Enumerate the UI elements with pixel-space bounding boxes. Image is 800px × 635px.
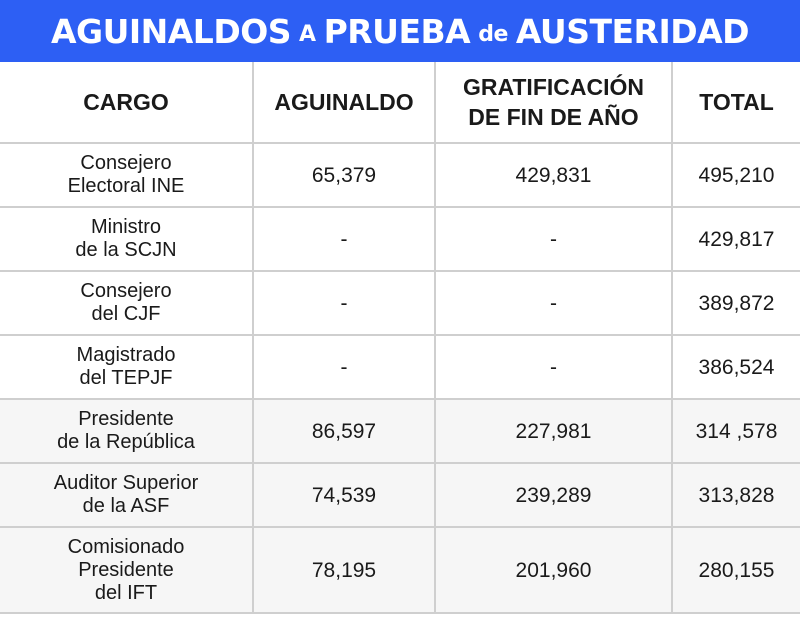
title-word: AUSTERIDAD [515, 11, 750, 51]
table-row: Ministro de la SCJN - -429,817 [0, 206, 800, 272]
cell-aguinaldo: 74,539 [252, 462, 436, 528]
cell-aguinaldo: 65,379 [252, 142, 436, 208]
table-row: Consejero del CJF - -389,872 [0, 270, 800, 336]
column-header-cargo: CARGO [0, 62, 254, 144]
cell-cargo: Comisionado Presidente del IFT [0, 526, 254, 614]
cell-total: 314 ,578 [671, 398, 800, 464]
cell-total: 429,817 [671, 206, 800, 272]
cell-gratificacion: - [434, 206, 673, 272]
cell-gratificacion: 429,831 [434, 142, 673, 208]
cell-aguinaldo: 86,597 [252, 398, 436, 464]
cell-cargo: Consejero Electoral INE [0, 142, 254, 208]
bonus-table: CARGO AGUINALDO GRATIFICACIÓN DE FIN DE AÑ… [0, 62, 800, 614]
cell-total: 389,872 [671, 270, 800, 336]
column-header-gratificacion: GRATIFICACIÓN DE FIN DE AÑO [434, 62, 673, 144]
cell-total: 495,210 [671, 142, 800, 208]
cell-aguinaldo: - [252, 334, 436, 400]
cell-cargo: Presidente de la República [0, 398, 254, 464]
cell-cargo: Magistrado del TEPJF [0, 334, 254, 400]
title-word: PRUEBA [323, 11, 471, 51]
column-header-aguinaldo: AGUINALDO [252, 62, 436, 144]
cell-cargo: Auditor Superior de la ASF [0, 462, 254, 528]
cell-cargo: Consejero del CJF [0, 270, 254, 336]
cell-gratificacion: - [434, 270, 673, 336]
cell-gratificacion: 239,289 [434, 462, 673, 528]
table-row: Consejero Electoral INE 65,379 429,831 495,… [0, 142, 800, 208]
cell-aguinaldo: - [252, 206, 436, 272]
table-row: Comisionado Presidente del IFT 78,195 201,… [0, 526, 800, 614]
cell-total: 313,828 [671, 462, 800, 528]
cell-gratificacion: - [434, 334, 673, 400]
table-row: Presidente de la República 86,597 227,981 3… [0, 398, 800, 464]
cell-aguinaldo: 78,195 [252, 526, 436, 614]
table-row: Magistrado del TEPJF - -386,524 [0, 334, 800, 400]
title-word: A [299, 21, 316, 47]
cell-total: 280,155 [671, 526, 800, 614]
cell-total: 386,524 [671, 334, 800, 400]
page-title: AGUINALDOS A PRUEBA de AUSTERIDAD [0, 0, 800, 62]
cell-aguinaldo: - [252, 270, 436, 336]
title-word: AGUINALDOS [50, 11, 292, 51]
cell-cargo: Ministro de la SCJN [0, 206, 254, 272]
cell-gratificacion: 227,981 [434, 398, 673, 464]
cell-gratificacion: 201,960 [434, 526, 673, 614]
header-row: CARGO AGUINALDO GRATIFICACIÓN DE FIN DE AÑ… [0, 62, 800, 144]
table-row: Auditor Superior de la ASF 74,539 239,289 3… [0, 462, 800, 528]
column-header-total: TOTAL [671, 62, 800, 144]
title-word: de [478, 21, 508, 47]
